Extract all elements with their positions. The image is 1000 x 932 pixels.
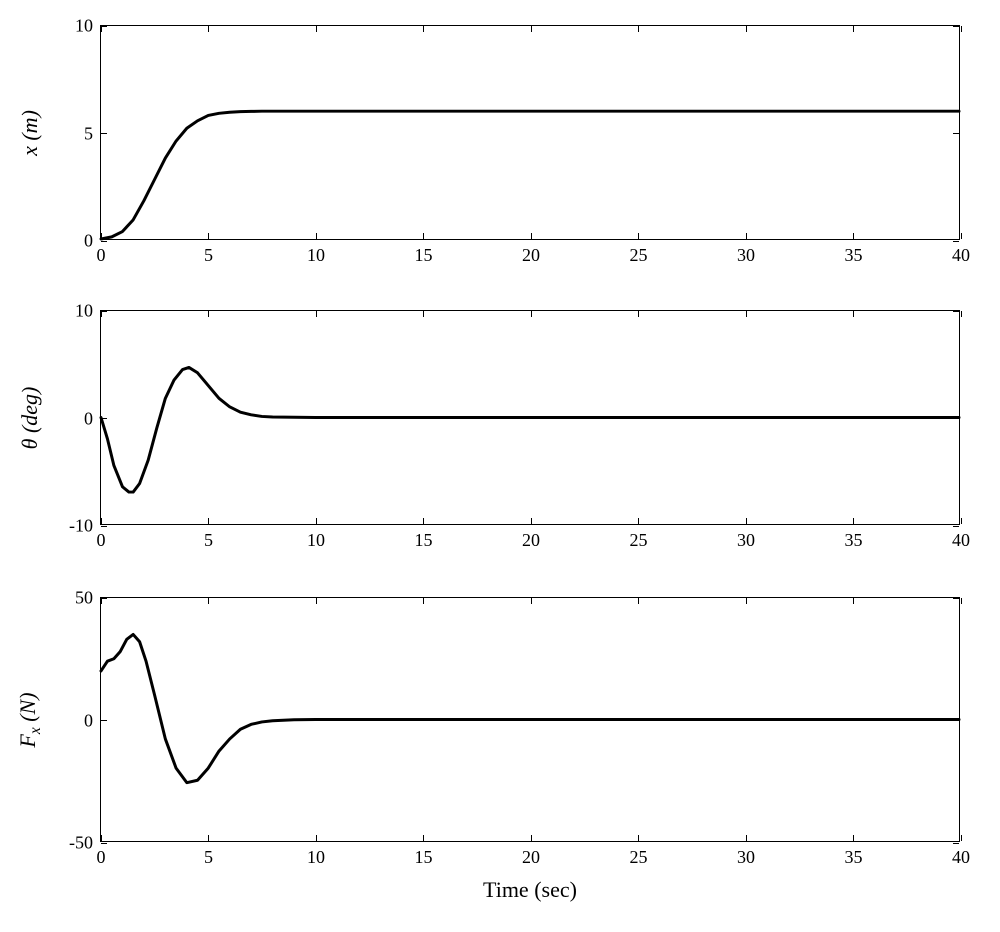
xtick-label: 30 [737, 245, 755, 266]
xtick-label: 10 [307, 245, 325, 266]
xtick-label: 5 [204, 245, 213, 266]
subplot-theta: -100100510152025303540 [100, 310, 960, 525]
ylabel-theta: θ (deg) [17, 386, 43, 449]
ytick-label: 10 [75, 16, 93, 37]
ylabel-force: Fx (N) [15, 692, 45, 747]
xlabel: Time (sec) [483, 877, 577, 903]
xtick-label: 10 [307, 847, 325, 868]
xtick-label: 0 [97, 245, 106, 266]
ytick-label: -10 [69, 516, 93, 537]
xtick-label: 35 [845, 847, 863, 868]
subplot-position: 05100510152025303540 [100, 25, 960, 240]
ytick-label: 50 [75, 588, 93, 609]
xtick-label: 40 [952, 847, 970, 868]
ylabel-position: x (m) [17, 110, 43, 156]
ytick-label: -50 [69, 833, 93, 854]
xtick-label: 5 [204, 847, 213, 868]
subplot-force: -500500510152025303540 [100, 597, 960, 842]
trace-position [101, 26, 959, 239]
xtick-label: 30 [737, 847, 755, 868]
xtick-label: 35 [845, 530, 863, 551]
ytick-label: 0 [84, 408, 93, 429]
xtick-label: 25 [630, 847, 648, 868]
ytick-label: 0 [84, 231, 93, 252]
xtick-label: 25 [630, 530, 648, 551]
xtick-label: 30 [737, 530, 755, 551]
xtick-label: 35 [845, 245, 863, 266]
xtick-label: 15 [415, 847, 433, 868]
figure: 05100510152025303540x (m)-10010051015202… [0, 0, 1000, 932]
xtick-label: 5 [204, 530, 213, 551]
xtick-label: 25 [630, 245, 648, 266]
trace-force [101, 598, 959, 841]
xtick-label: 0 [97, 847, 106, 868]
xtick-label: 40 [952, 245, 970, 266]
ytick-label: 0 [84, 710, 93, 731]
ytick-label: 5 [84, 123, 93, 144]
xtick-label: 15 [415, 245, 433, 266]
xtick-label: 0 [97, 530, 106, 551]
ytick-label: 10 [75, 301, 93, 322]
xtick-label: 20 [522, 847, 540, 868]
trace-theta [101, 311, 959, 524]
xtick-label: 20 [522, 245, 540, 266]
xtick-label: 40 [952, 530, 970, 551]
xtick-label: 10 [307, 530, 325, 551]
xtick-label: 15 [415, 530, 433, 551]
xtick-label: 20 [522, 530, 540, 551]
